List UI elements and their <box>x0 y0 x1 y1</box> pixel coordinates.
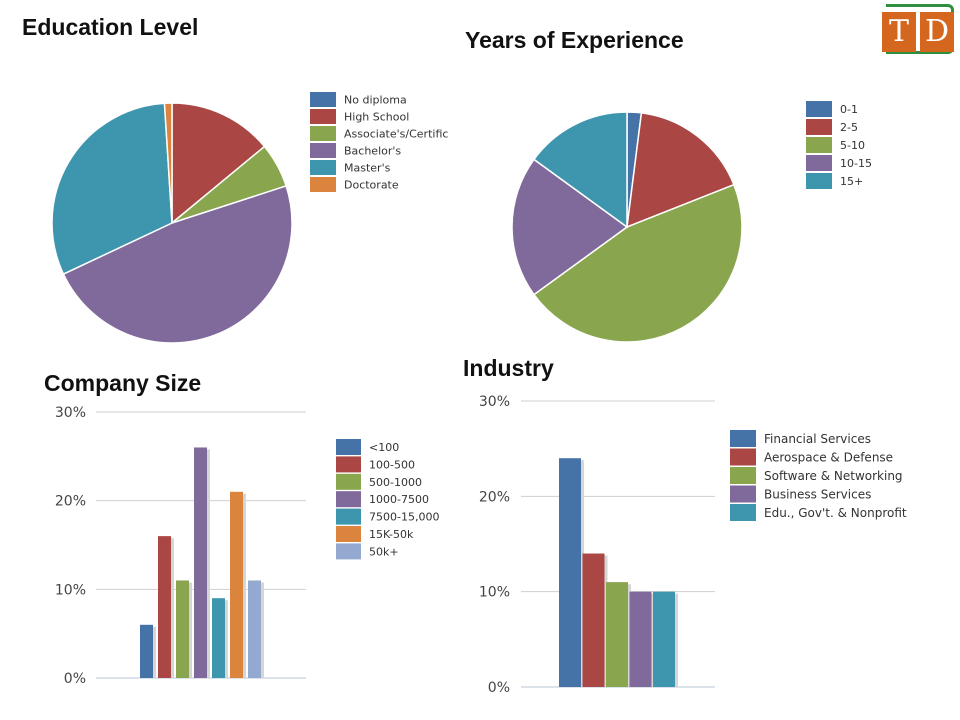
legend-swatch-50k <box>336 543 361 560</box>
bar-software-networking <box>606 582 628 687</box>
legend-swatch-100 <box>336 439 361 455</box>
pie-slice-master-s <box>51 102 173 276</box>
logo-letter-d: D <box>920 12 954 52</box>
experience-chart-title: Years of Experience <box>465 27 684 53</box>
legend-swatch-edu-gov-t-nonprofit <box>730 504 756 521</box>
legend-swatch-15 <box>806 173 832 189</box>
legend-swatch-2-5 <box>806 119 832 135</box>
bar-edu-gov-t-nonprofit <box>653 591 675 687</box>
legend-swatch-no-diploma <box>310 92 336 107</box>
legend-swatch-financial-services <box>730 430 756 447</box>
legend-label-7500-15-000: 7500-15,000 <box>369 511 439 524</box>
legend-label-5-10: 5-10 <box>840 139 865 152</box>
legend-swatch-master-s <box>310 160 336 175</box>
y-tick-label-30: 30% <box>55 405 86 421</box>
pie-slice-10-15 <box>511 158 629 296</box>
legend-label-associate-s-certific: Associate's/Certific <box>344 127 448 140</box>
pie-slice-high-school <box>171 102 266 225</box>
legend-label-500-1000: 500-1000 <box>369 476 422 489</box>
bar-aerospace-defense <box>582 553 605 687</box>
bar-500-1000 <box>176 580 189 678</box>
bar-100-500 <box>158 536 171 678</box>
legend-swatch-business-services <box>730 485 756 503</box>
legend-swatch-5-10 <box>806 137 832 153</box>
legend-label-aerospace-defense: Aerospace & Defense <box>764 450 893 464</box>
legend-label-1000-7500: 1000-7500 <box>369 493 429 506</box>
pie-slice-bachelor-s <box>62 184 293 344</box>
legend-swatch-doctorate <box>310 177 336 192</box>
legend-swatch-15k-50k <box>336 526 361 542</box>
bar-100 <box>140 624 153 678</box>
pie-slice-5-10 <box>532 183 743 343</box>
y-tick-label-0: 0% <box>488 680 510 696</box>
y-tick-label-10: 10% <box>479 585 510 601</box>
bar-business-services <box>629 591 652 687</box>
legend-swatch-associate-s-certific <box>310 126 336 141</box>
company-logo: T D <box>834 4 956 60</box>
legend-label-15: 15+ <box>840 175 863 188</box>
legend-swatch-1000-7500 <box>336 491 361 508</box>
y-tick-label-0: 0% <box>64 671 86 687</box>
pie-slice-doctorate <box>163 102 173 224</box>
y-tick-label-20: 20% <box>55 494 86 510</box>
logo-letter-t: T <box>882 12 916 52</box>
legend-label-software-networking: Software & Networking <box>764 469 903 483</box>
legend-label-master-s: Master's <box>344 161 391 174</box>
y-tick-label-20: 20% <box>479 489 510 505</box>
bar-7500-15-000 <box>212 598 225 678</box>
legend-swatch-bachelor-s <box>310 143 336 158</box>
legend-label-10-15: 10-15 <box>840 157 872 170</box>
bar-50k <box>248 580 261 678</box>
legend-label-0-1: 0-1 <box>840 103 858 116</box>
legend-label-100: <100 <box>369 441 399 454</box>
legend-label-bachelor-s: Bachelor's <box>344 144 401 157</box>
legend-swatch-aerospace-defense <box>730 448 756 466</box>
legend-label-100-500: 100-500 <box>369 458 415 471</box>
education-chart-title: Education Level <box>22 14 199 40</box>
bar-financial-services <box>559 458 581 687</box>
legend-swatch-500-1000 <box>336 473 361 490</box>
legend-label-no-diploma: No diploma <box>344 93 407 106</box>
legend-label-50k: 50k+ <box>369 545 399 558</box>
legend-swatch-software-networking <box>730 467 756 484</box>
bar-15k-50k <box>230 491 243 678</box>
legend-swatch-0-1 <box>806 101 832 117</box>
legend-label-doctorate: Doctorate <box>344 178 399 191</box>
legend-label-business-services: Business Services <box>764 487 871 501</box>
legend-label-edu-gov-t-nonprofit: Edu., Gov't. & Nonprofit <box>764 506 907 520</box>
pie-slice-15 <box>532 111 628 229</box>
legend-swatch-10-15 <box>806 155 832 171</box>
legend-swatch-7500-15-000 <box>336 508 361 525</box>
legend-label-financial-services: Financial Services <box>764 432 871 446</box>
bar-1000-7500 <box>194 447 207 678</box>
legend-swatch-100-500 <box>336 456 361 473</box>
y-tick-label-10: 10% <box>55 582 86 598</box>
pie-slice-2-5 <box>626 112 735 229</box>
logo-cutout <box>834 4 886 60</box>
company-size-chart-title: Company Size <box>44 370 202 396</box>
legend-label-high-school: High School <box>344 110 409 123</box>
legend-swatch-high-school <box>310 109 336 124</box>
y-tick-label-30: 30% <box>479 394 510 410</box>
legend-label-15k-50k: 15K-50k <box>369 528 414 541</box>
legend-label-2-5: 2-5 <box>840 121 858 134</box>
industry-chart-title: Industry <box>463 355 554 381</box>
